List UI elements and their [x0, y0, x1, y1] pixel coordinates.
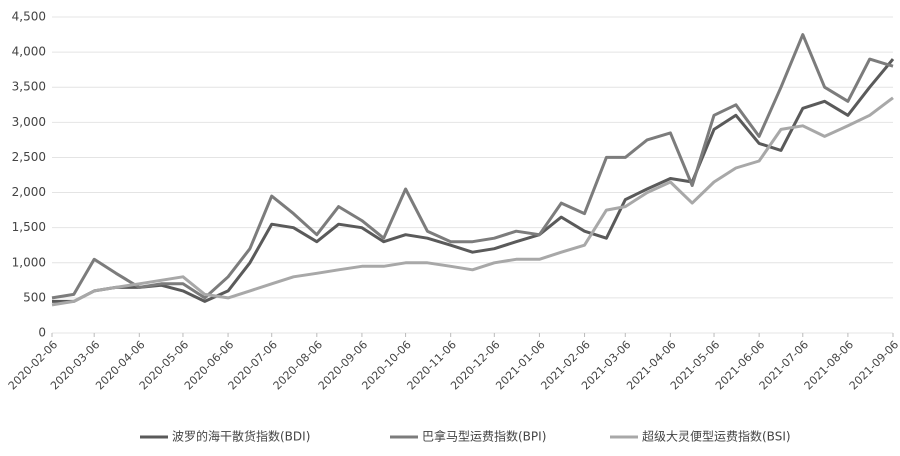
legend-label: 超级大灵便型运费指数(BSI) — [642, 429, 791, 444]
y-tick-label: 3,000 — [12, 115, 46, 129]
series-line — [51, 33, 894, 300]
y-tick-label: 4,500 — [12, 10, 46, 24]
y-tick-label: 4,000 — [12, 45, 46, 59]
y-tick-label: 1,000 — [12, 255, 46, 269]
legend-label: 波罗的海干散货指数(BDI) — [172, 429, 310, 444]
legend: 波罗的海干散货指数(BDI) 巴拿马型运费指数(BPI) 超级大灵便型运费指数(BS… — [140, 429, 791, 444]
y-tick-label: 2,500 — [12, 150, 46, 164]
y-tick-label: 500 — [23, 290, 46, 304]
y-tick-label: 0 — [38, 326, 46, 340]
legend-label: 巴拿马型运费指数(BPI) — [422, 429, 546, 444]
y-tick-label: 1,500 — [12, 220, 46, 234]
y-tick-label: 2,000 — [12, 185, 46, 199]
series-line — [52, 58, 895, 303]
y-tick-label: 3,500 — [12, 80, 46, 94]
series-line — [51, 96, 894, 307]
